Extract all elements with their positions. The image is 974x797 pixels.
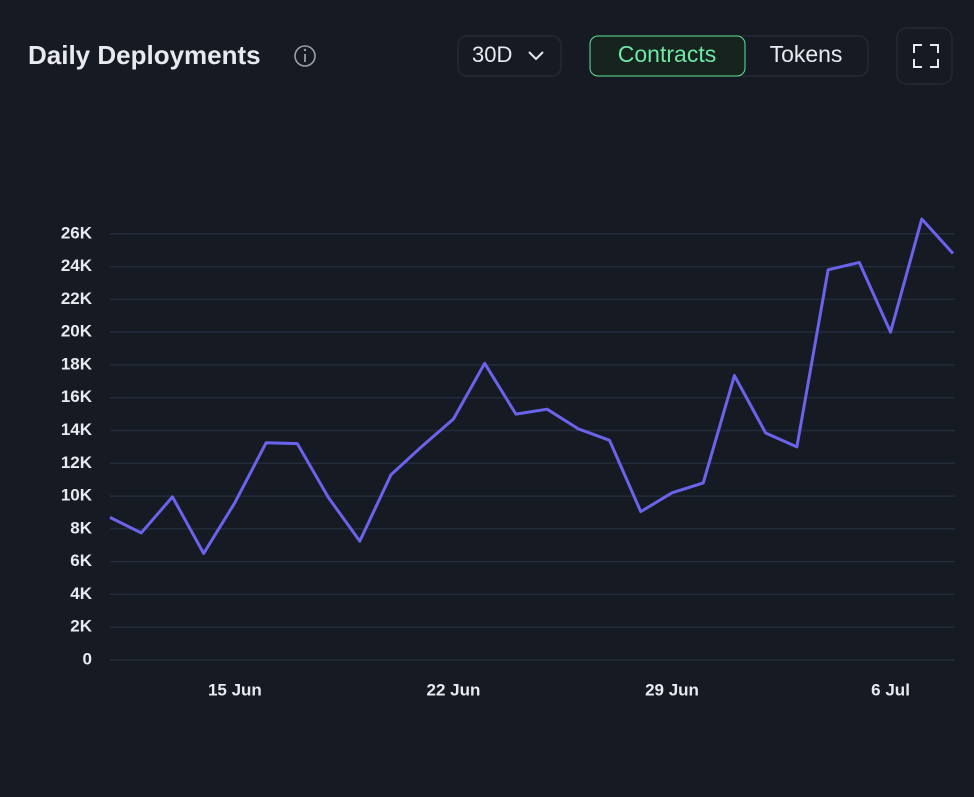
y-tick-label: 16K [61,387,93,406]
fullscreen-box [896,27,953,85]
y-tick-label: 20K [61,322,93,341]
y-tick-label: 2K [70,617,92,636]
y-tick-label: 12K [61,453,93,472]
y-tick-label: 22K [61,289,93,308]
y-tick-label: 10K [61,486,93,505]
plot: 0 2K 4K 6K 8K 10K 12K 14K 16K 18K 20K 22K 24K 26K 15 J… [61,217,955,699]
chart-title: Daily Deployments [28,40,261,70]
tab-tokens[interactable]: Tokens [770,41,843,67]
y-tick-label: 26K [61,223,93,242]
y-tick-label: 18K [61,354,93,373]
y-tick-label: 0 [83,649,92,668]
tab-label: Contracts [618,41,716,67]
range-box [457,35,562,77]
y-tick-label: 14K [61,420,93,439]
fullscreen-icon [913,44,939,68]
line [109,217,955,555]
x-tick-label: 29 Jun [645,680,699,699]
y-tick-label: 6K [70,551,92,570]
x-tick-label: 6 Jul [871,680,910,699]
y-tick-label: 24K [61,256,93,275]
info-circle [294,45,316,67]
tab-active-box [589,35,746,77]
tab-contracts[interactable]: Contracts [589,35,746,77]
fullscreen-button[interactable] [896,27,953,85]
y-tick-label: 8K [70,518,92,537]
range-label: 30D [472,42,512,67]
x-tick-label: 15 Jun [208,680,262,699]
x-tick-label: 22 Jun [427,680,481,699]
chevron [528,51,544,61]
info-dot [303,48,307,52]
info-icon[interactable] [294,45,316,67]
range-button[interactable]: 30D [457,35,562,77]
y-tick-label: 4K [70,584,92,603]
tab-label: Tokens [770,41,843,67]
